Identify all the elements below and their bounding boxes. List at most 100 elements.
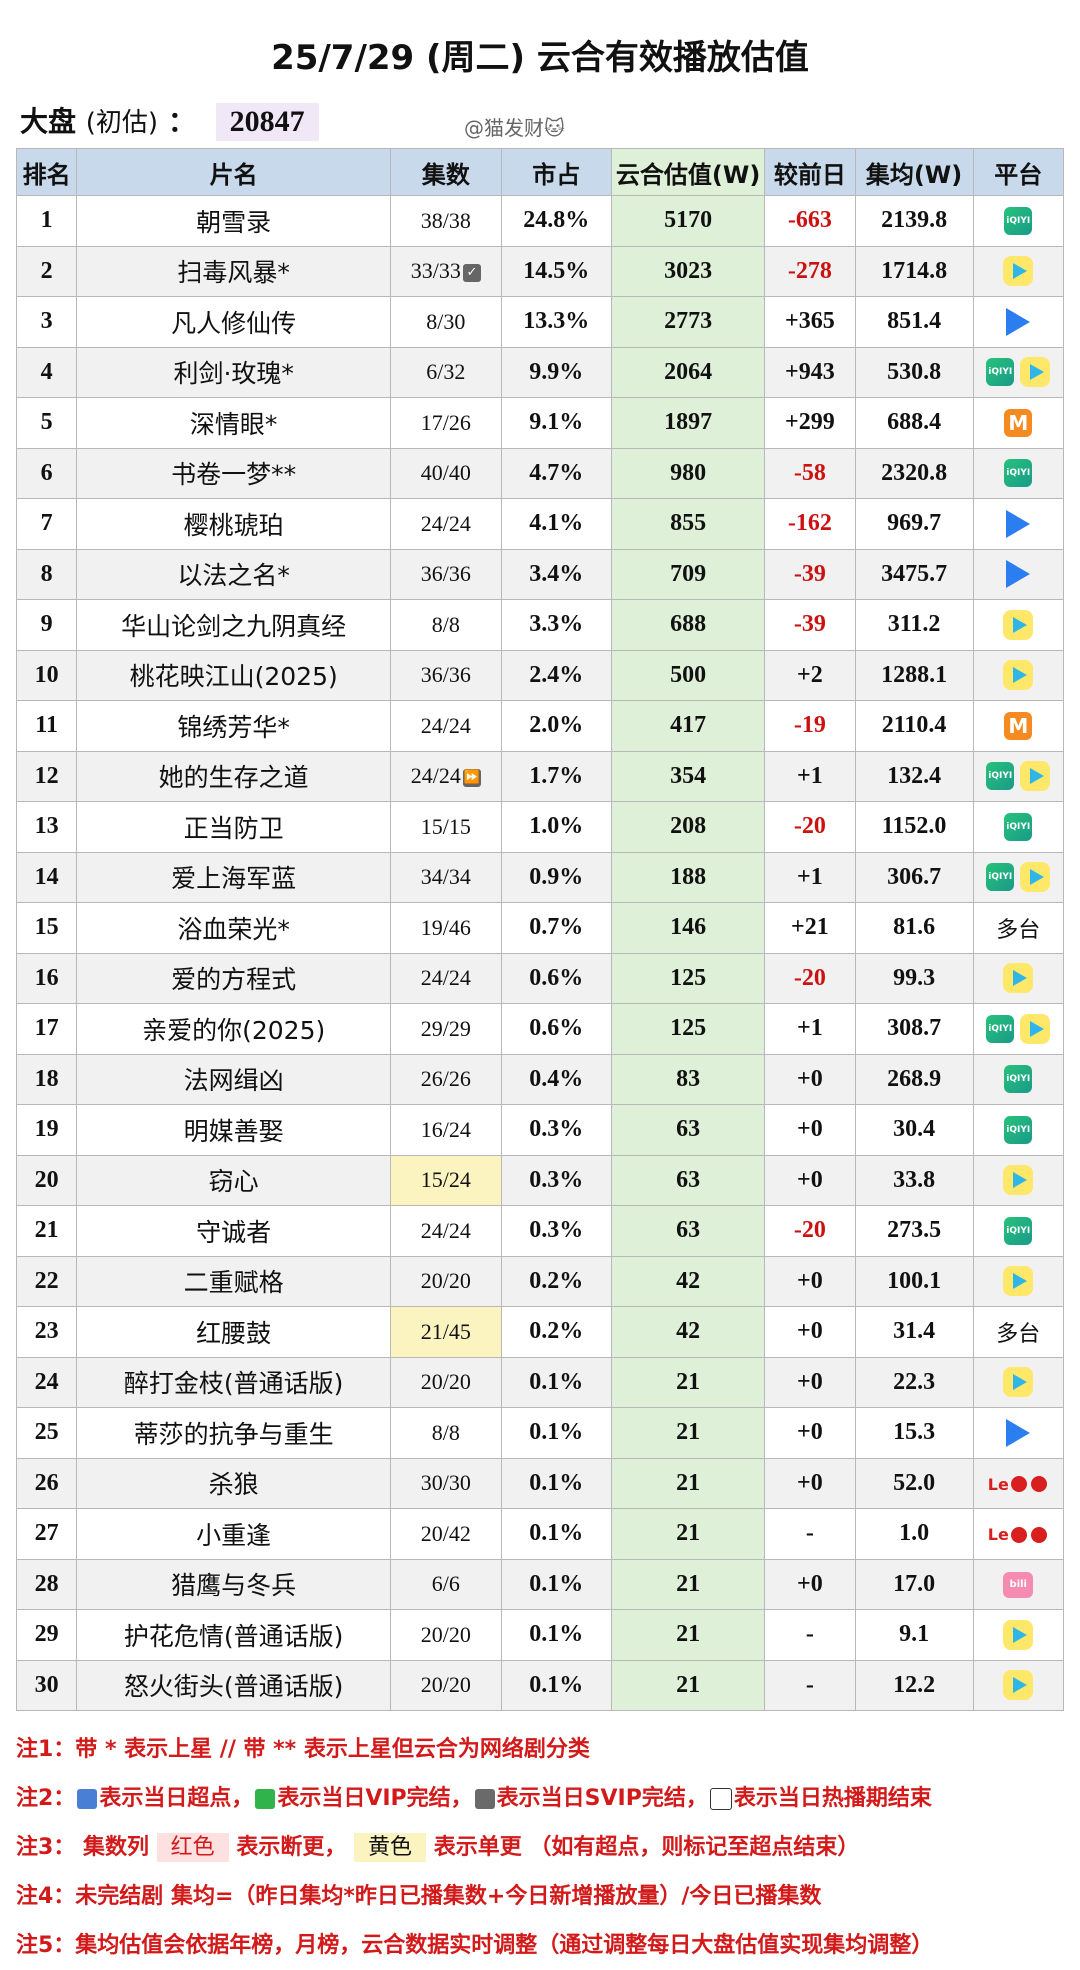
summary-bar: 大盘 (初估) ： 20847 @猫发财🐱 (16, 96, 1064, 148)
cell-name: 樱桃琥珀 (76, 498, 392, 550)
cell-diff: +0 (764, 1356, 856, 1408)
cell-share: 4.7% (500, 447, 613, 499)
note-3-prefix: 注3： (16, 1835, 76, 1860)
cell-avg: 851.4 (854, 296, 974, 348)
episodes-text: 19/46 (420, 914, 471, 940)
cell-platform (972, 1407, 1065, 1459)
cell-avg: 100.1 (854, 1255, 974, 1307)
episodes-text: 24/24 (420, 1217, 471, 1243)
cell-name: 猎鹰与冬兵 (76, 1558, 392, 1610)
cell-share: 2.4% (500, 649, 613, 701)
cell-estimate: 146 (611, 902, 766, 954)
cell-share: 0.1% (500, 1609, 613, 1661)
col-header-avg: 集均(W) (854, 148, 974, 196)
cell-share: 0.7% (500, 902, 613, 954)
table-row: 20 窃心 15/24 0.3% 63 +0 33.8 (15, 1154, 1065, 1206)
table-row: 28 猎鹰与冬兵 6/6 0.1% 21 +0 17.0 bili (15, 1558, 1065, 1610)
cell-name: 书卷一梦** (76, 447, 392, 499)
fast-forward-icon (77, 1789, 98, 1809)
cell-diff: -20 (764, 1205, 856, 1257)
cell-avg: 81.6 (854, 902, 974, 954)
cell-platform (972, 952, 1065, 1004)
cell-name: 爱上海军蓝 (76, 851, 392, 903)
cell-platform: iQIYI (972, 750, 1065, 802)
episodes-text: 21/45 (420, 1318, 471, 1344)
cell-rank: 25 (15, 1407, 78, 1459)
note-2-a: 表示当日超点， (99, 1786, 254, 1811)
cell-name: 凡人修仙传 (76, 296, 392, 348)
cell-name: 深情眼* (76, 397, 392, 449)
author-tag: @猫发财🐱 (464, 116, 565, 140)
cell-avg: 306.7 (854, 851, 974, 903)
cell-episodes: 29/29 (390, 1003, 502, 1055)
tencent-video-icon (1020, 357, 1051, 388)
cell-rank: 26 (15, 1457, 78, 1509)
cell-diff: +0 (764, 1053, 856, 1105)
note-2-d: 表示当日热播期结束 (733, 1786, 932, 1811)
cell-rank: 28 (15, 1558, 78, 1610)
cell-share: 0.2% (500, 1255, 613, 1307)
iqiyi-icon: iQIYI (1004, 206, 1033, 235)
cell-episodes: 40/40 (390, 447, 502, 499)
table-row: 9 华山论剑之九阴真经 8/8 3.3% 688 -39 311.2 (15, 599, 1065, 651)
cell-avg: 268.9 (854, 1053, 974, 1105)
cell-share: 0.3% (500, 1205, 613, 1257)
episodes-text: 24/24 (420, 965, 471, 991)
cell-estimate: 2064 (611, 346, 766, 398)
cell-diff: +0 (764, 1558, 856, 1610)
note-3-b: 表示单更 （如有超点，则标记至超点结束） (433, 1835, 860, 1860)
cell-episodes: 8/8 (390, 1407, 502, 1459)
cell-share: 0.1% (500, 1356, 613, 1408)
tencent-video-icon (1003, 1367, 1034, 1398)
market-colon: ： (167, 105, 196, 138)
cell-platform: iQIYI (972, 1053, 1065, 1105)
cell-rank: 17 (15, 1003, 78, 1055)
note-2: 注2： 表示当日超点， 表示当日VIP完结， 表示当日SVIP完结， 表示当日热播期结束 (16, 1774, 1064, 1823)
tencent-video-icon (1020, 761, 1051, 792)
cell-diff: +0 (764, 1407, 856, 1459)
episodes-text: 24/24 (410, 763, 461, 789)
episodes-text: 16/24 (420, 1116, 471, 1142)
cell-rank: 3 (15, 296, 78, 348)
cell-avg: 9.1 (854, 1609, 974, 1661)
cell-episodes: 20/20 (390, 1659, 502, 1711)
cell-name: 法网缉凶 (76, 1053, 392, 1105)
cell-estimate: 21 (611, 1508, 766, 1560)
cell-rank: 30 (15, 1659, 78, 1711)
cell-diff: -58 (764, 447, 856, 499)
cell-platform: iQIYI (972, 851, 1065, 903)
cell-rank: 5 (15, 397, 78, 449)
cell-rank: 27 (15, 1508, 78, 1560)
cell-platform (972, 1154, 1065, 1206)
cell-share: 0.1% (500, 1407, 613, 1459)
cell-episodes: 15/15 (390, 801, 502, 853)
table-row: 30 怒火街头(普通话版) 20/20 0.1% 21-12.2 (15, 1659, 1065, 1711)
mango-tv-icon: M (1004, 408, 1033, 437)
cell-rank: 20 (15, 1154, 78, 1206)
cell-rank: 29 (15, 1609, 78, 1661)
cell-name: 蒂莎的抗争与重生 (76, 1407, 392, 1459)
cell-share: 9.1% (500, 397, 613, 449)
col-header-diff: 较前日 (764, 148, 856, 196)
cell-estimate: 21 (611, 1457, 766, 1509)
table-row: 18 法网缉凶 26/26 0.4% 83 +0 268.9 iQIYI (15, 1053, 1065, 1105)
table-row: 11 锦绣芳华* 24/24 2.0% 417 -19 2110.4 M (15, 700, 1065, 752)
cell-estimate: 125 (611, 1003, 766, 1055)
cell-platform: iQIYI (972, 346, 1065, 398)
cell-name: 以法之名* (76, 548, 392, 600)
cell-share: 0.1% (500, 1457, 613, 1509)
cell-avg: 311.2 (854, 599, 974, 651)
cell-avg: 308.7 (854, 1003, 974, 1055)
cell-name: 利剑·玫瑰* (76, 346, 392, 398)
cell-avg: 17.0 (854, 1558, 974, 1610)
table-row: 15 浴血荣光* 19/46 0.7% 146 +21 81.6 多台 (15, 902, 1065, 954)
cell-episodes: 8/30 (390, 296, 502, 348)
col-header-share: 市占 (500, 148, 613, 196)
cell-avg: 30.4 (854, 1104, 974, 1156)
episodes-text: 8/8 (431, 1419, 460, 1445)
cell-diff: +0 (764, 1306, 856, 1358)
cell-share: 0.9% (500, 851, 613, 903)
cell-share: 24.8% (500, 195, 613, 247)
episodes-text: 17/26 (420, 409, 471, 435)
cell-share: 0.2% (500, 1306, 613, 1358)
